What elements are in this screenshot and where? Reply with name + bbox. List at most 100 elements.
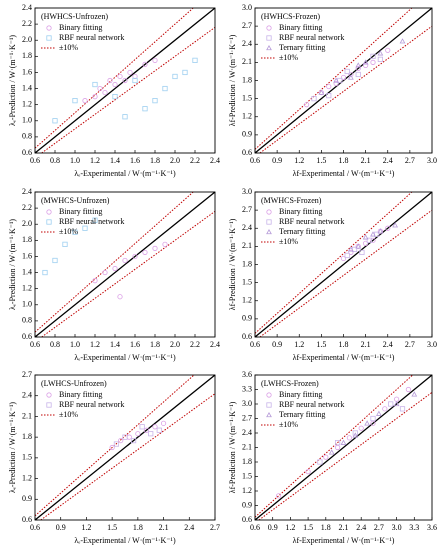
marker-circle: [126, 434, 132, 440]
plot-frame: [254, 7, 433, 154]
marker-square: [112, 94, 118, 100]
y-tick-label: 2.4: [22, 3, 32, 12]
y-axis-label: λf-Prediction / W·(m⁻¹·K⁻¹): [228, 34, 237, 126]
marker-triangle: [392, 222, 399, 228]
legend-label: RBF neural network: [59, 33, 124, 42]
y-tick-label: 1.5: [242, 277, 252, 286]
marker-circle: [304, 102, 310, 108]
marker-circle: [122, 257, 128, 264]
x-axis-label: λₑ-Experimental / W·(m⁻¹·K⁻¹): [74, 169, 176, 178]
marker-square: [352, 430, 358, 436]
x-tick-label: 2.7: [405, 156, 415, 165]
marker-square: [182, 69, 188, 76]
x-tick-label: 1.8: [150, 340, 160, 349]
marker-square: [192, 57, 198, 63]
marker-triangle: [362, 59, 369, 65]
x-tick-label: 2.4: [356, 523, 366, 532]
marker-square: [122, 434, 128, 440]
marker-square: [266, 35, 272, 41]
marker-square: [317, 459, 323, 465]
y-tick-label: 2.4: [22, 187, 32, 196]
marker-circle: [92, 94, 98, 100]
panel-title: (HWHCS-Unfrozen): [41, 12, 108, 21]
legend-label: Binary fitting: [59, 23, 102, 32]
marker-square: [72, 98, 78, 104]
x-tick-label: 1.5: [316, 156, 326, 165]
legend-label: ±10%: [279, 420, 298, 429]
marker-square: [388, 401, 394, 407]
marker-circle: [305, 469, 311, 475]
marker-square: [366, 237, 372, 243]
legend-label: RBF neural network: [279, 33, 344, 42]
y-tick-label: 1.5: [242, 471, 252, 480]
x-tick-label: 2.7: [374, 523, 384, 532]
marker-circle: [112, 81, 118, 88]
x-tick-label: 2.2: [190, 156, 200, 165]
marker-circle: [152, 424, 158, 430]
marker-circle: [82, 98, 88, 104]
y-tick-label: 3.0: [242, 187, 252, 196]
y-tick-label: 2.0: [22, 35, 32, 44]
x-tick-label: 0.6: [250, 156, 260, 165]
x-tick-label: 2.4: [383, 156, 393, 165]
x-tick-label: 1.2: [81, 523, 91, 532]
marker-circle: [382, 406, 388, 412]
x-tick-label: 1.6: [130, 156, 140, 165]
marker-circle: [142, 61, 148, 67]
plot-frame: [254, 374, 433, 521]
legend-label: RBF neural network: [59, 217, 124, 226]
y-tick-label: 1.2: [22, 283, 32, 292]
legend-label: Binary fitting: [279, 390, 322, 399]
y-axis-label: λf-Prediction / W·(m⁻¹·K⁻¹): [228, 218, 237, 310]
marker-circle: [135, 431, 141, 437]
y-tick-label: 2.1: [22, 411, 32, 420]
x-tick-label: 1.2: [90, 156, 100, 165]
band-line: [41, 210, 216, 338]
marker-triangle: [377, 228, 384, 234]
y-tick-label: 1.2: [22, 473, 32, 482]
y-tick-label: 1.8: [22, 432, 32, 441]
x-tick-label: 2.7: [210, 523, 220, 532]
x-tick-label: 0.9: [268, 523, 278, 532]
marker-square: [46, 402, 52, 408]
marker-circle: [109, 444, 115, 451]
x-tick-label: 1.2: [294, 156, 304, 165]
band-line: [254, 374, 414, 518]
marker-circle: [334, 444, 341, 451]
y-tick-label: 1.5: [242, 93, 252, 102]
y-tick-label: 3.0: [242, 399, 252, 408]
y-axis-label: λf-Prediction / W·(m⁻¹·K⁻¹): [228, 401, 237, 493]
y-tick-label: 2.4: [242, 39, 252, 48]
y-tick-label: 0.6: [22, 332, 32, 341]
marker-square: [122, 114, 128, 120]
y-tick-label: 2.4: [22, 391, 32, 400]
marker-circle: [340, 74, 347, 81]
y-tick-label: 2.4: [242, 223, 252, 232]
legend-label: Binary fitting: [279, 23, 322, 32]
x-tick-label: 1.2: [294, 340, 304, 349]
x-tick-label: 0.9: [56, 523, 66, 532]
marker-circle: [370, 420, 376, 426]
y-tick-label: 1.2: [242, 486, 252, 495]
marker-circle: [340, 255, 347, 262]
marker-triangle: [266, 411, 272, 418]
x-tick-label: 1.8: [321, 523, 331, 532]
marker-circle: [370, 237, 376, 243]
x-tick-label: 1.8: [133, 523, 143, 532]
marker-circle: [405, 386, 411, 393]
marker-square: [359, 249, 365, 256]
y-tick-label: 2.7: [242, 205, 252, 214]
marker-triangle: [376, 410, 382, 416]
marker-triangle: [352, 432, 359, 438]
y-tick-label: 1.8: [22, 51, 32, 60]
x-tick-label: 1.2: [285, 523, 295, 532]
marker-square: [311, 96, 317, 102]
marker-circle: [326, 83, 332, 90]
y-axis-label: λₑ-Prediction / W·(m⁻¹·K⁻¹): [8, 219, 17, 310]
marker-circle: [92, 278, 98, 284]
marker-square: [148, 431, 154, 437]
x-tick-label: 2.7: [405, 340, 415, 349]
band-line: [254, 191, 413, 334]
marker-circle: [46, 209, 52, 215]
